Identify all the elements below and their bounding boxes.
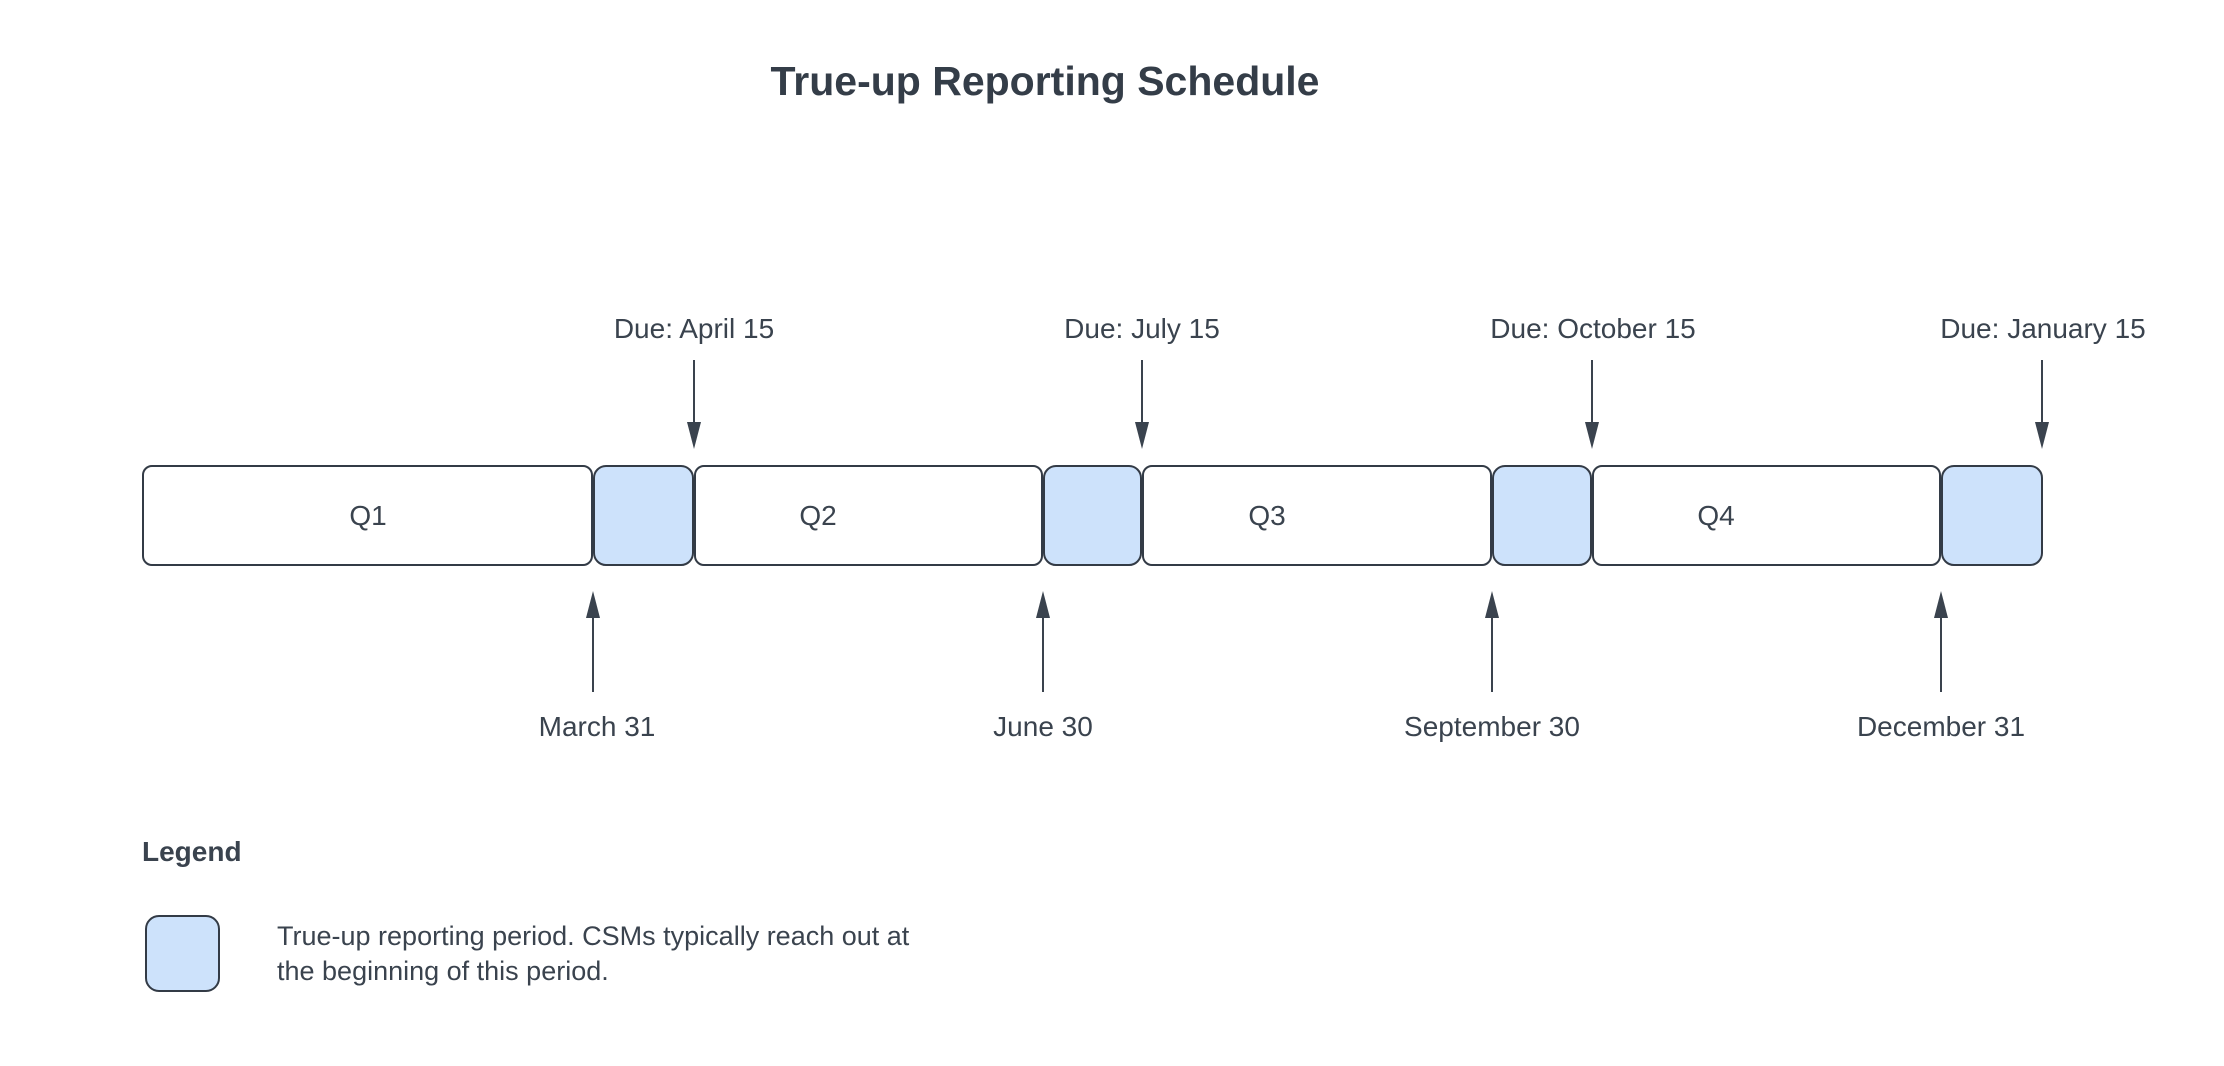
down-arrow-icon (2035, 360, 2049, 449)
quarter-box-q3 (1142, 465, 1492, 566)
legend-heading: Legend (142, 836, 242, 867)
reporting-period-box-1 (593, 465, 694, 566)
up-arrow-icon (586, 591, 600, 692)
quarter-label-q2: Q2 (799, 500, 837, 531)
quarter-label-q3: Q3 (1248, 500, 1286, 531)
quarter-box-q4 (1592, 465, 1941, 566)
reporting-period-box-4 (1941, 465, 2043, 566)
down-arrow-icon (1585, 360, 1599, 449)
down-arrow-icon (687, 360, 701, 449)
up-arrow-icon (1934, 591, 1948, 692)
quarter-box-q1 (142, 465, 593, 566)
quarter-end-label-q4: December 31 (1856, 711, 2026, 742)
due-date-label-q2: Due: July 15 (1064, 313, 1220, 344)
reporting-period-box-3 (1492, 465, 1592, 566)
quarter-label-q1: Q1 (349, 500, 387, 531)
due-date-label-q4: Due: January 15 (1940, 313, 2146, 344)
diagram-title: True-up Reporting Schedule (770, 58, 1320, 104)
due-date-label-q3: Due: October 15 (1490, 313, 1696, 344)
quarter-end-label-q1: March 31 (538, 711, 656, 742)
quarter-end-label-q2: June 30 (993, 711, 1093, 742)
up-arrow-icon (1485, 591, 1499, 692)
legend-swatch (145, 915, 220, 992)
quarter-box-q2 (694, 465, 1043, 566)
due-date-label-q1: Due: April 15 (613, 313, 775, 344)
down-arrow-icon (1135, 360, 1149, 449)
reporting-period-box-2 (1043, 465, 1142, 566)
quarter-end-label-q3: September 30 (1404, 711, 1580, 742)
legend-description: True-up reporting period. CSMs typically… (277, 921, 910, 986)
up-arrow-icon (1036, 591, 1050, 692)
quarter-label-q4: Q4 (1697, 500, 1735, 531)
